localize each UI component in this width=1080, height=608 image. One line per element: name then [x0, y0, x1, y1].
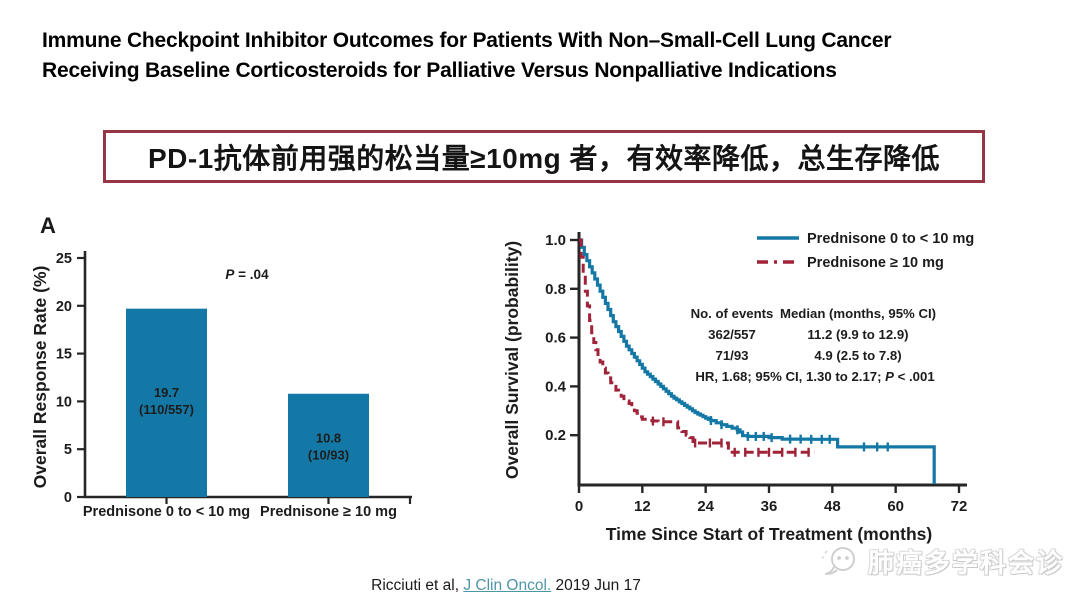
km-curve-red: [579, 238, 815, 454]
bar-value-label: 19.7: [154, 385, 179, 400]
slide-title-line2: Receiving Baseline Corticosteroids for P…: [42, 59, 837, 82]
km-stats-hr-line: HR, 1.68; 95% CI, 1.30 to 2.17; P < .001: [695, 369, 934, 384]
km-stats-median-1: 4.9 (2.5 to 7.8): [814, 348, 901, 363]
watermark: 肺癌多学科会诊: [821, 543, 1064, 580]
km-x-tick-label: 72: [951, 498, 968, 515]
km-y-tick-label: 0.4: [545, 378, 567, 395]
slide-title-line1: Immune Checkpoint Inhibitor Outcomes for…: [42, 29, 892, 52]
bar-y-tick-label: 15: [56, 347, 72, 363]
citation-prefix: Ricciuti et al,: [371, 577, 464, 594]
bar-y-tick-label: 20: [56, 299, 72, 315]
km-x-tick-label: 12: [634, 498, 651, 515]
highlight-text: PD-1抗体前用强的松当量≥10mg 者，有效率降低，总生存降低: [147, 142, 941, 174]
bar-value-label: (110/557): [139, 402, 194, 417]
km-y-tick-label: 0.2: [545, 427, 566, 444]
bar-category-label: Prednisone 0 to < 10 mg: [83, 504, 250, 520]
bar-y-tick-label: 25: [56, 251, 72, 267]
watermark-text: 肺癌多学科会诊: [867, 548, 1064, 578]
km-legend-label-1: Prednisone ≥ 10 mg: [807, 255, 944, 271]
citation-journal-link[interactable]: J Clin Oncol.: [463, 577, 552, 594]
km-x-axis-title: Time Since Start of Treatment (months): [606, 524, 932, 544]
km-stats-events-0: 362/557: [708, 327, 756, 342]
wechat-bubble-icon: [821, 546, 855, 575]
bar-0: [126, 308, 207, 497]
bar-1: [288, 393, 369, 497]
km-x-tick-label: 36: [761, 498, 778, 515]
citation: Ricciuti et al, J Clin Oncol. 2019 Jun 1…: [0, 577, 1012, 595]
km-stats-col2-header: Median (months, 95% CI): [780, 306, 936, 321]
km-y-tick-label: 0.6: [545, 330, 566, 347]
km-legend-label-0: Prednisone 0 to < 10 mg: [807, 231, 974, 247]
km-x-tick-label: 60: [887, 498, 904, 515]
km-y-axis-title: Overall Survival (probability): [505, 241, 522, 479]
km-x-tick-label: 48: [824, 498, 841, 515]
km-stats-median-0: 11.2 (9.9 to 12.9): [807, 327, 908, 342]
bar-chart-svg: 0 5 10 15 20 25 19.7 (110/557) Prednisone 0 to <…: [30, 251, 412, 520]
km-x-tick-label: 0: [575, 498, 583, 515]
km-chart-svg: 0.2 0.4 0.6 0.8 1.0 0 12 24 36 48 60 72 Prednisone 0…: [505, 231, 974, 544]
km-stats-col1-header: No. of events: [691, 306, 774, 321]
highlight-box: PD-1抗体前用强的松当量≥10mg 者，有效率降低，总生存降低: [103, 130, 985, 183]
km-y-tick-label: 1.0: [545, 232, 566, 249]
bar-value-label: 10.8: [316, 430, 341, 445]
km-curve-blue: [579, 238, 936, 484]
slide-title: Immune Checkpoint Inhibitor Outcomes for…: [42, 26, 1022, 86]
bar-value-label: (10/93): [308, 447, 349, 462]
km-x-tick-label: 24: [697, 498, 714, 515]
km-stats-events-1: 71/93: [715, 348, 748, 363]
citation-suffix: 2019 Jun 17: [551, 577, 641, 594]
bar-y-tick-label: 5: [64, 442, 72, 458]
bar-pvalue: P = .04: [225, 267, 269, 282]
km-y-tick-label: 0.8: [545, 281, 566, 298]
bar-y-axis-title: Overall Response Rate (%): [30, 266, 50, 489]
bar-y-tick-label: 0: [64, 490, 72, 506]
bar-category-label: Prednisone ≥ 10 mg: [260, 504, 397, 520]
bar-y-tick-label: 10: [56, 394, 72, 410]
panel-a-label: A: [40, 213, 56, 238]
